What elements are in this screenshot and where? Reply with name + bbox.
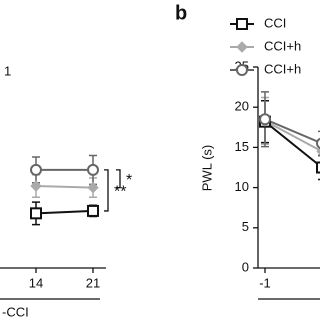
legend-label: CCI+h xyxy=(264,38,301,53)
marker xyxy=(30,180,42,192)
marker xyxy=(87,181,99,194)
marker xyxy=(236,64,248,76)
x-tick-label: -1 xyxy=(259,275,271,290)
marker xyxy=(30,207,42,220)
series-line xyxy=(264,118,320,144)
significance-label: * xyxy=(126,172,132,189)
marker xyxy=(87,204,99,217)
legend-label: CCI xyxy=(264,15,286,30)
error-bar xyxy=(318,130,320,157)
marker xyxy=(30,163,42,176)
significance-bracket xyxy=(116,169,121,189)
significance-bracket xyxy=(104,169,109,212)
marker xyxy=(236,41,248,53)
y-tick-label: 10 xyxy=(235,179,249,194)
marker xyxy=(316,137,320,150)
marker xyxy=(316,147,320,156)
marker xyxy=(259,113,271,126)
x-tick-label: 14 xyxy=(29,275,43,290)
legend-label: CCI+h xyxy=(264,61,301,76)
marker xyxy=(87,163,99,176)
series-line xyxy=(264,120,320,168)
series-line xyxy=(35,209,94,215)
x-tick-label: 21 xyxy=(86,275,100,290)
marker xyxy=(316,161,320,174)
series-line xyxy=(264,119,320,152)
y-tick-label: 5 xyxy=(242,219,249,234)
significance-label: ** xyxy=(114,184,126,201)
panel-label: b xyxy=(175,2,187,24)
series-line xyxy=(35,184,94,189)
marker xyxy=(236,18,248,30)
panel-annotation: 1 xyxy=(4,63,11,78)
y-tick-label: 0 xyxy=(242,259,249,274)
y-tick-label: 15 xyxy=(235,139,249,154)
y-tick-label: 20 xyxy=(235,99,249,114)
x-axis-label: -CCI xyxy=(2,304,29,319)
y-axis-label: PWL (s) xyxy=(199,145,214,191)
